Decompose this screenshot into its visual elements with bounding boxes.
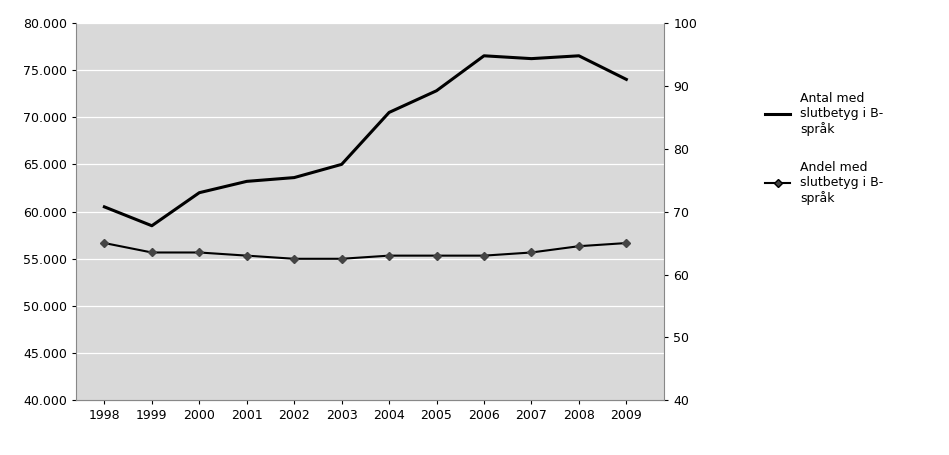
Antal med
slutbetyg i B-
språk <box>621 76 632 82</box>
Antal med
slutbetyg i B-
språk <box>288 175 300 180</box>
Andel med
slutbetyg i B-
språk <box>526 250 537 255</box>
Andel med
slutbetyg i B-
språk <box>573 243 585 249</box>
Antal med
slutbetyg i B-
språk <box>383 110 395 115</box>
Antal med
slutbetyg i B-
språk <box>336 162 347 167</box>
Andel med
slutbetyg i B-
språk <box>146 250 158 255</box>
Andel med
slutbetyg i B-
språk <box>241 253 252 258</box>
Line: Antal med
slutbetyg i B-
språk: Antal med slutbetyg i B- språk <box>104 56 626 226</box>
Andel med
slutbetyg i B-
språk <box>431 253 442 258</box>
Line: Andel med
slutbetyg i B-
språk: Andel med slutbetyg i B- språk <box>102 240 629 262</box>
Andel med
slutbetyg i B-
språk <box>336 256 347 262</box>
Antal med
slutbetyg i B-
språk <box>526 56 537 61</box>
Antal med
slutbetyg i B-
språk <box>573 53 585 59</box>
Andel med
slutbetyg i B-
språk <box>478 253 490 258</box>
Antal med
slutbetyg i B-
språk <box>146 223 158 228</box>
Andel med
slutbetyg i B-
språk <box>99 240 110 246</box>
Andel med
slutbetyg i B-
språk <box>288 256 300 262</box>
Legend: Antal med
slutbetyg i B-
språk, Andel med
slutbetyg i B-
språk: Antal med slutbetyg i B- språk, Andel me… <box>759 86 889 212</box>
Antal med
slutbetyg i B-
språk <box>99 204 110 210</box>
Antal med
slutbetyg i B-
språk <box>241 179 252 184</box>
Antal med
slutbetyg i B-
språk <box>194 190 205 196</box>
Andel med
slutbetyg i B-
språk <box>194 250 205 255</box>
Andel med
slutbetyg i B-
språk <box>621 240 632 246</box>
Antal med
slutbetyg i B-
språk <box>478 53 490 59</box>
Andel med
slutbetyg i B-
språk <box>383 253 395 258</box>
Antal med
slutbetyg i B-
språk <box>431 88 442 93</box>
